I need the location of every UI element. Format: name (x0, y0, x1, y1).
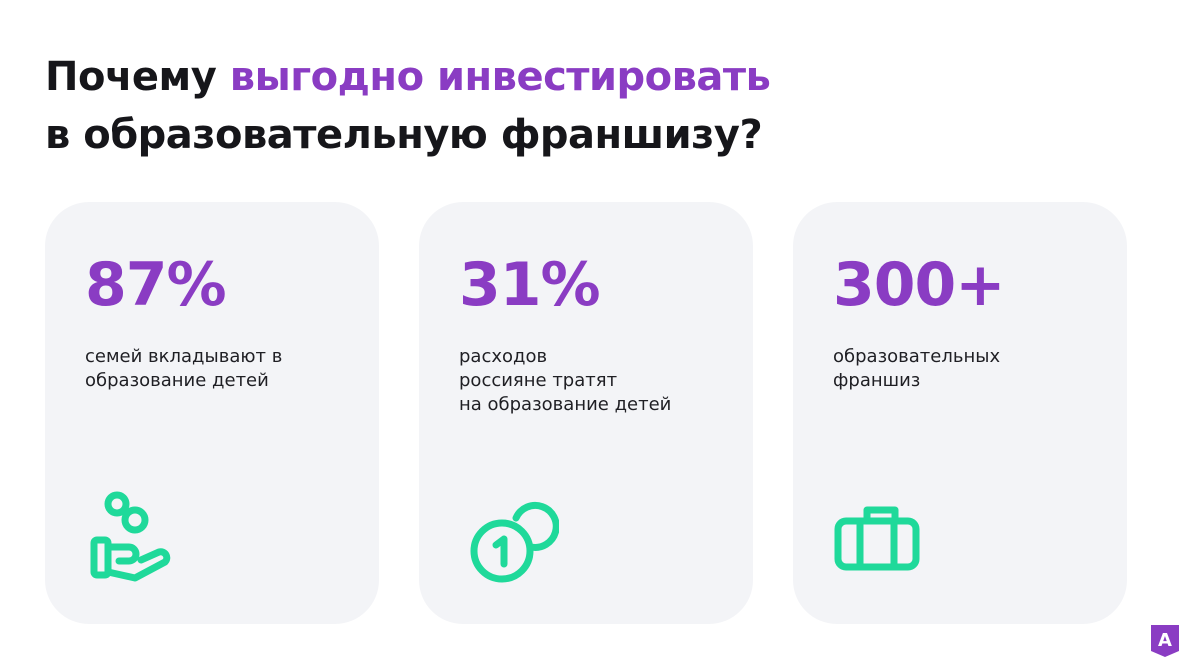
briefcase-icon (834, 506, 920, 571)
title-accent: выгодно инвестировать (229, 54, 771, 100)
stat-card-franchises: 300+ образовательных франшиз (793, 202, 1127, 624)
stat-description-line: франшиз (833, 370, 921, 391)
stat-description-line: семей вкладывают в (85, 346, 283, 367)
hand-with-coins-icon (90, 491, 171, 582)
stat-description: образовательных франшиз (833, 345, 1103, 393)
stat-card-families: 87% семей вкладывают в образование детей (45, 202, 379, 624)
stat-value: 87% (85, 250, 227, 320)
brand-logo-letter: A (1158, 630, 1172, 651)
title-second-line: в образовательную франшизу? (45, 112, 763, 158)
stat-description: семей вкладывают в образование детей (85, 345, 355, 393)
brand-logo-icon: A (1151, 625, 1179, 657)
stat-value: 31% (459, 250, 601, 320)
page-title: Почему выгодно инвестировать в образоват… (45, 48, 771, 164)
stats-cards: 87% семей вкладывают в образование детей… (45, 202, 1127, 624)
stat-description-line: расходов (459, 346, 548, 367)
stat-value: 300+ (833, 250, 1006, 320)
stat-description-line: россияне тратят (459, 370, 618, 391)
stat-card-expenses: 31% расходов россияне тратят на образова… (419, 202, 753, 624)
stat-description: расходов россияне тратят на образование … (459, 345, 729, 417)
stat-description-line: образование детей (85, 370, 269, 391)
stat-description-line: на образование детей (459, 394, 672, 415)
coins-icon (470, 501, 559, 583)
title-lead: Почему (45, 54, 217, 100)
stat-description-line: образовательных (833, 346, 1001, 367)
